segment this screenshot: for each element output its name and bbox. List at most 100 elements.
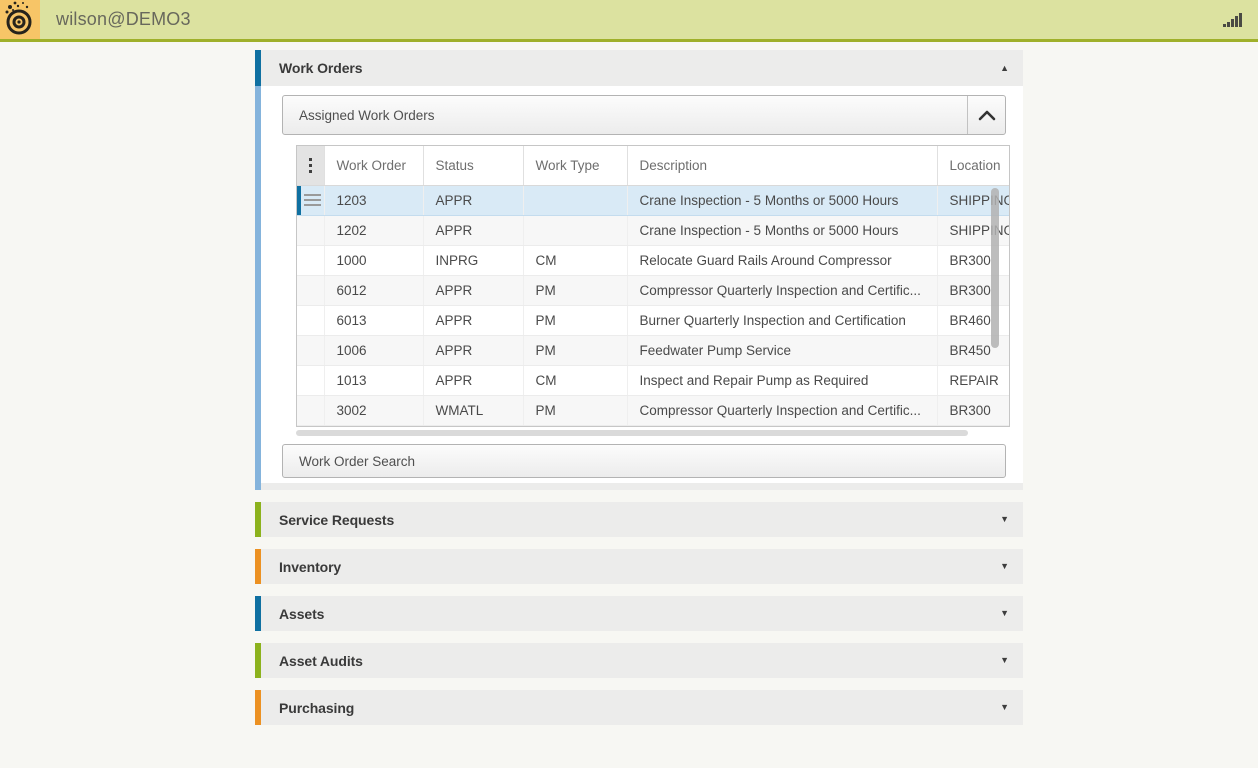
app-logo[interactable] [0,0,40,39]
section-title: Inventory [279,558,342,575]
section-header-work-orders[interactable]: Work Orders ▲ [255,50,1023,86]
cell-work-type [523,215,628,246]
cell-work-type [523,185,628,216]
cell-work-type: CM [523,365,628,396]
cell-location: BR300 [937,395,1009,426]
column-header-location[interactable]: Location [937,146,1009,186]
vertical-ellipsis-icon[interactable] [297,157,323,173]
chevron-up-icon[interactable]: ▲ [1000,62,1009,73]
collapsed-sections: Service Requests ▼ Inventory ▼ Assets ▼ Asset … [255,502,1023,725]
cell-description: Compressor Quarterly Inspection and Cert… [627,275,938,306]
snail-disc-icon [0,0,40,42]
cell-work-order: 1203 [324,185,424,216]
collapse-list-button[interactable] [967,96,1005,134]
work-order-search-label: Work Order Search [299,453,416,469]
work-order-row-1203[interactable]: 1203 APPR Crane Inspection - 5 Months or 5… [297,185,1009,216]
section-header-service-requests[interactable]: Service Requests ▼ [255,502,1023,537]
row-handle-cell [297,245,325,276]
cell-location: SHIPPING [937,215,1009,246]
section-title: Asset Audits [279,652,363,669]
column-header-work-type[interactable]: Work Type [523,146,628,186]
work-order-row-3002[interactable]: 3002 WMATL PM Compressor Quarterly Inspecti… [297,395,1009,426]
cell-location: REPAIR [937,365,1009,396]
section-title: Work Orders [279,60,363,76]
work-order-row-6013[interactable]: 6013 APPR PM Burner Quarterly Inspection an… [297,305,1009,336]
cell-status: APPR [423,215,524,246]
work-order-table-container: Work Order Status Work Type Description Loca… [296,145,1010,427]
cell-description: Burner Quarterly Inspection and Certific… [627,305,938,336]
chevron-down-icon[interactable]: ▼ [1000,702,1009,712]
selected-row-accent [297,185,301,214]
section-header-purchasing[interactable]: Purchasing ▼ [255,690,1023,725]
cell-location: BR300 [937,275,1009,306]
signal-strength-icon [1223,13,1242,27]
section-header-inventory[interactable]: Inventory ▼ [255,549,1023,584]
cell-status: APPR [423,365,524,396]
work-order-row-1000[interactable]: 1000 INPRG CM Relocate Guard Rails Around C… [297,245,1009,276]
user-context-title: wilson@DEMO3 [56,9,191,29]
work-order-row-1202[interactable]: 1202 APPR Crane Inspection - 5 Months or 5… [297,215,1009,246]
main-content: Work Orders ▲ Assigned Work Orders [255,50,1023,725]
cell-description: Inspect and Repair Pump as Required [627,365,938,396]
cell-description: Compressor Quarterly Inspection and Cert… [627,395,938,426]
cell-work-order: 1000 [324,245,424,276]
drag-handle-icon[interactable] [304,194,321,209]
section-title: Purchasing [279,699,355,716]
section-header-assets[interactable]: Assets ▼ [255,596,1023,631]
column-header-status[interactable]: Status [423,146,524,186]
cell-description: Crane Inspection - 5 Months or 5000 Hour… [627,215,938,246]
row-handle-cell[interactable] [297,185,325,216]
assigned-work-orders-button[interactable]: Assigned Work Orders [282,95,1006,135]
row-handle-cell [297,275,325,306]
section-header-asset-audits[interactable]: Asset Audits ▼ [255,643,1023,678]
cell-location: BR460 [937,305,1009,336]
cell-description: Feedwater Pump Service [627,335,938,366]
chevron-down-icon[interactable]: ▼ [1000,514,1009,524]
row-handle-cell [297,365,325,396]
section-title: Service Requests [279,511,395,528]
cell-work-type: PM [523,395,628,426]
cell-status: APPR [423,275,524,306]
work-orders-panel: Assigned Work Orders [255,86,1023,483]
cell-status: APPR [423,305,524,336]
row-handle-cell [297,395,325,426]
cell-work-order: 3002 [324,395,424,426]
section-title: Assets [279,605,325,622]
work-orders-section-footer [255,483,1023,490]
chevron-down-icon[interactable]: ▼ [1000,608,1009,618]
section-work-orders: Work Orders ▲ Assigned Work Orders [255,50,1023,490]
cell-description: Relocate Guard Rails Around Compressor [627,245,938,276]
column-header-work-order[interactable]: Work Order [324,146,424,186]
cell-status: APPR [423,335,524,366]
cell-work-order: 1013 [324,365,424,396]
vertical-scrollbar[interactable] [991,188,999,348]
column-header-description[interactable]: Description [627,146,938,186]
work-order-row-1013[interactable]: 1013 APPR CM Inspect and Repair Pump as Req… [297,365,1009,396]
chevron-down-icon[interactable]: ▼ [1000,655,1009,665]
cell-work-order: 6013 [324,305,424,336]
top-bar: wilson@DEMO3 [0,0,1258,42]
cell-status: WMATL [423,395,524,426]
cell-work-type: PM [523,275,628,306]
work-order-row-6012[interactable]: 6012 APPR PM Compressor Quarterly Inspectio… [297,275,1009,306]
cell-work-order: 6012 [324,275,424,306]
cell-work-type: CM [523,245,628,276]
horizontal-scrollbar[interactable] [296,430,968,436]
chevron-up-icon [978,110,995,121]
work-order-search-button[interactable]: Work Order Search [282,444,1006,478]
row-handle-cell [297,215,325,246]
assigned-work-orders-label: Assigned Work Orders [299,107,435,123]
cell-status: APPR [423,185,524,216]
cell-description: Crane Inspection - 5 Months or 5000 Hour… [627,185,938,216]
cell-work-order: 1202 [324,215,424,246]
cell-location: BR450 [937,335,1009,366]
work-order-table: Work Order Status Work Type Description Loca… [297,146,1009,426]
cell-work-order: 1006 [324,335,424,366]
row-handle-cell [297,305,325,336]
cell-work-type: PM [523,305,628,336]
work-order-table-body: 1203 APPR Crane Inspection - 5 Months or 5… [297,185,1009,426]
work-order-row-1006[interactable]: 1006 APPR PM Feedwater Pump Service BR450 [297,335,1009,366]
cell-location: SHIPPING [937,185,1009,216]
row-handle-cell [297,335,325,366]
chevron-down-icon[interactable]: ▼ [1000,561,1009,571]
